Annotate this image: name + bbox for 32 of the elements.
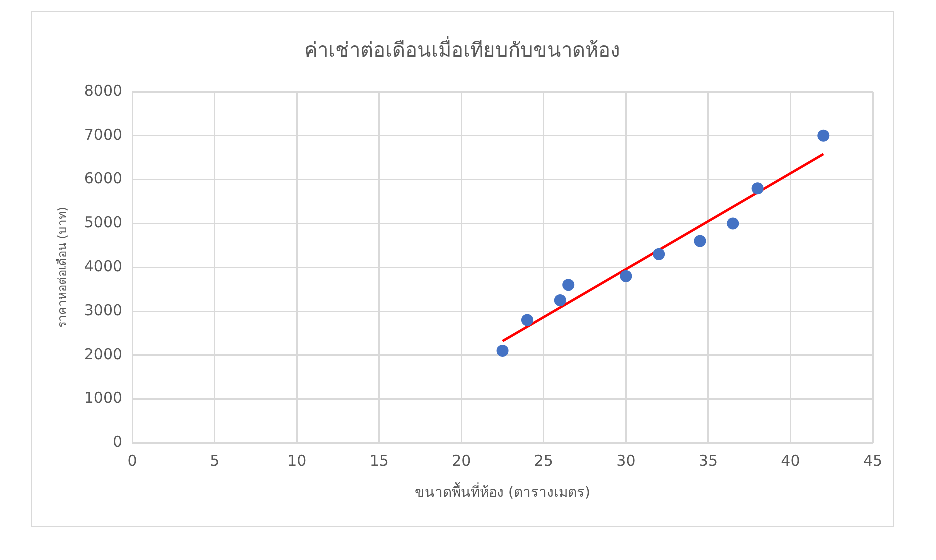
x-tick-label: 10 bbox=[288, 452, 307, 470]
y-tick-label: 6000 bbox=[84, 170, 123, 188]
x-tick-label: 25 bbox=[534, 452, 554, 470]
point bbox=[620, 270, 632, 282]
x-tick-label: 45 bbox=[863, 452, 883, 470]
x-tick-label: 20 bbox=[452, 452, 472, 470]
y-tick-label: 5000 bbox=[84, 214, 123, 232]
y-axis-title: ราคาหอต่อเดือน (บาท) bbox=[55, 207, 70, 328]
chart-title: ค่าเช่าต่อเดือนเมื่อเทียบกับขนาดห้อง bbox=[304, 36, 620, 62]
point bbox=[554, 294, 566, 307]
x-tick-label: 5 bbox=[210, 452, 220, 470]
point bbox=[694, 235, 706, 248]
y-tick-label: 2000 bbox=[84, 345, 123, 364]
x-axis-title: ขนาดพื้นที่ห้อง (ตารางเมตร) bbox=[415, 482, 590, 502]
point bbox=[818, 130, 830, 142]
point bbox=[727, 218, 740, 230]
x-tick-label: 0 bbox=[128, 452, 138, 470]
x-tick-label: 40 bbox=[781, 452, 800, 470]
point bbox=[752, 182, 764, 195]
y-tick-label: 4000 bbox=[84, 257, 123, 276]
x-tick-label: 15 bbox=[370, 452, 389, 470]
y-tick-label: 8000 bbox=[84, 82, 123, 100]
y-tick-label: 7000 bbox=[84, 126, 123, 144]
x-tick-label: 30 bbox=[616, 452, 636, 470]
y-tick-label: 3000 bbox=[84, 301, 123, 320]
y-tick-label: 1000 bbox=[84, 389, 123, 408]
point bbox=[521, 314, 534, 326]
point bbox=[562, 279, 575, 292]
point bbox=[653, 248, 666, 260]
y-tick-label: 0 bbox=[113, 433, 123, 452]
x-tick-label: 35 bbox=[698, 452, 718, 470]
point bbox=[496, 345, 509, 358]
